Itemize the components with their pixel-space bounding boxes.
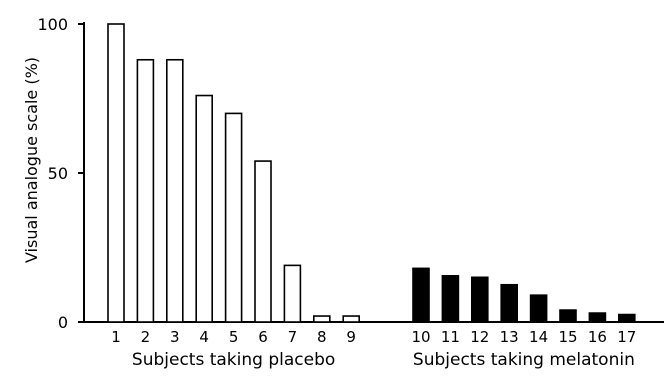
x-tick-label-3: 3 (170, 328, 180, 346)
bar-subject-4 (195, 94, 213, 323)
group-label-melatonin: Subjects taking melatonin (413, 350, 635, 370)
x-tick-label-17: 17 (617, 328, 636, 346)
bar-subject-10 (412, 267, 430, 323)
bar-subject-12 (470, 276, 489, 323)
x-tick-label-12: 12 (470, 328, 489, 346)
y-axis-label: Visual analogue scale (%) (22, 57, 41, 263)
bar-subject-16 (588, 312, 607, 323)
x-tick-label-10: 10 (411, 328, 430, 346)
bar-subject-8 (312, 315, 331, 323)
bar-subject-1 (107, 23, 125, 323)
x-tick-label-15: 15 (558, 328, 577, 346)
x-tick-label-16: 16 (588, 328, 607, 346)
bar-subject-13 (500, 283, 519, 323)
x-tick-label-6: 6 (258, 328, 268, 346)
bar-subject-15 (559, 309, 577, 323)
bar-subject-14 (529, 294, 548, 323)
x-tick-label-11: 11 (441, 328, 460, 346)
bar-subject-17 (617, 313, 636, 323)
x-tick-label-8: 8 (317, 328, 327, 346)
bar-subject-9 (342, 315, 361, 323)
y-tick-label-100: 100 (37, 15, 68, 34)
y-tick-label-0: 0 (58, 313, 68, 332)
x-tick-label-14: 14 (529, 328, 548, 346)
x-tick-label-7: 7 (288, 328, 298, 346)
bar-subject-3 (166, 58, 184, 323)
axes (78, 22, 664, 323)
x-tick-label-9: 9 (346, 328, 356, 346)
x-tick-label-1: 1 (111, 328, 121, 346)
bar-subject-5 (224, 112, 243, 323)
bar-subject-7 (283, 264, 302, 323)
x-tick-label-13: 13 (500, 328, 519, 346)
bar-subject-2 (136, 58, 155, 323)
bars (107, 23, 636, 323)
x-tick-label-2: 2 (141, 328, 151, 346)
bar-subject-6 (254, 160, 272, 323)
bar-subject-11 (441, 275, 460, 323)
x-tick-label-5: 5 (229, 328, 239, 346)
group-label-placebo: Subjects taking placebo (132, 350, 335, 370)
y-tick-label-50: 50 (48, 164, 68, 183)
x-tick-label-4: 4 (199, 328, 209, 346)
